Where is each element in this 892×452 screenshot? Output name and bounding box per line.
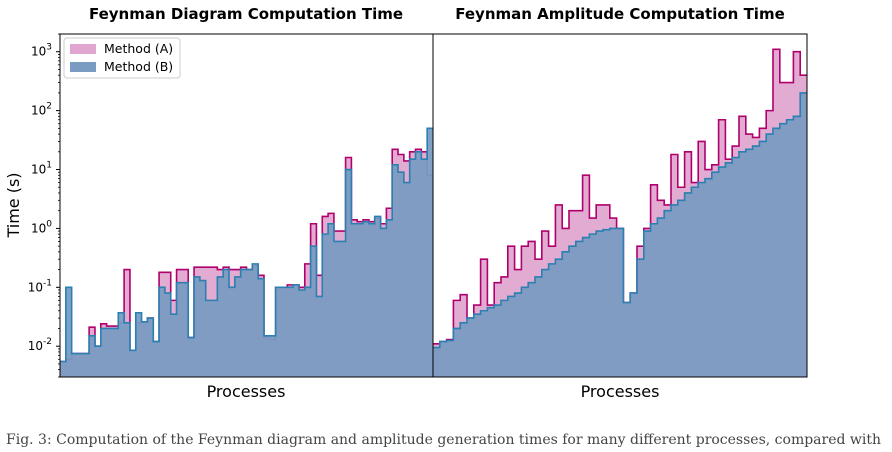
legend-swatch-method-b	[70, 62, 96, 72]
left-plot-area	[60, 127, 433, 377]
y-tick-label: 10-1	[28, 278, 52, 294]
y-tick-label: 10-2	[28, 337, 52, 353]
figure-caption: Fig. 3: Computation of the Feynman diagr…	[6, 432, 882, 448]
legend-label-method-a: Method (A)	[104, 41, 173, 56]
right-series-method-b-line	[433, 92, 807, 349]
right-plot-area	[433, 48, 807, 378]
x-axis-label-left: Processes	[207, 382, 286, 401]
y-tick-label: 101	[31, 161, 52, 177]
legend-label-method-b: Method (B)	[104, 59, 173, 74]
chart-title-left: Feynman Diagram Computation Time	[89, 5, 403, 23]
y-axis: 10-2 10-1 100 101 102 103	[28, 33, 60, 378]
figure: Feynman Diagram Computation Time Feynman…	[4, 5, 808, 401]
right-plot-frame	[432, 33, 808, 378]
legend: Method (A) Method (B)	[63, 37, 181, 79]
legend-swatch-method-a	[70, 44, 96, 54]
y-tick-label: 100	[31, 219, 52, 235]
left-series-method-b-area	[60, 128, 433, 377]
y-tick-label: 103	[31, 43, 52, 59]
x-axis-label-right: Processes	[581, 382, 660, 401]
y-axis-label: Time (s)	[4, 172, 23, 238]
chart-title-right: Feynman Amplitude Computation Time	[455, 5, 785, 23]
right-series-method-b-area	[433, 92, 807, 378]
y-tick-label: 102	[31, 102, 52, 118]
left-series-method-b-line	[60, 127, 433, 363]
